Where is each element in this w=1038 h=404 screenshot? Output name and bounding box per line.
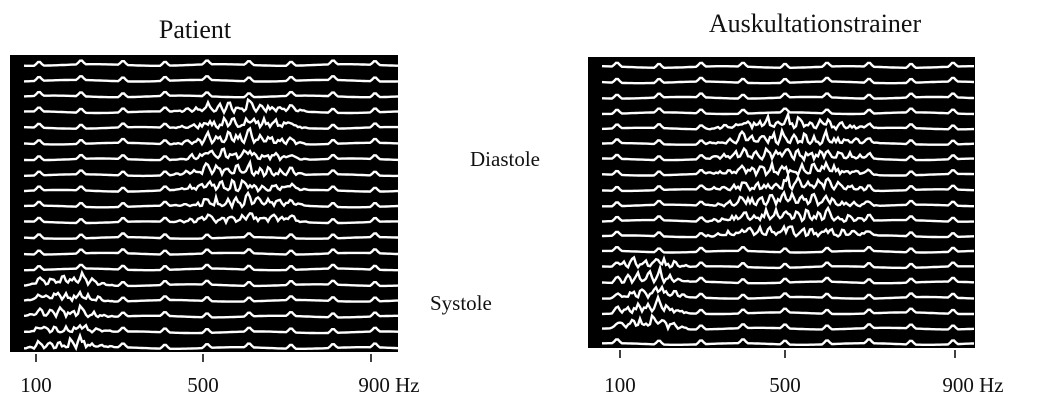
x-tick-label: 900 Hz: [942, 373, 1003, 397]
panel-title: Patient: [159, 15, 232, 44]
spectrogram-panel: 100 500 900 Hz: [10, 55, 420, 397]
annotation: Diastole: [470, 147, 540, 171]
x-tick-label: 900 Hz: [358, 373, 419, 397]
spectrogram-panel: 100 500 900 Hz: [588, 57, 1004, 397]
panel-background: [588, 57, 975, 348]
x-tick-label: 100: [20, 373, 52, 397]
annotation: Systole: [430, 291, 492, 315]
x-tick-label: 100: [604, 373, 636, 397]
figure: Patient Auskultationstrainer Diastole Sy…: [0, 0, 1038, 404]
x-tick-label: 500: [769, 373, 801, 397]
x-tick-label: 500: [187, 373, 219, 397]
panel-title: Auskultationstrainer: [709, 9, 922, 38]
panel-background: [10, 55, 398, 352]
